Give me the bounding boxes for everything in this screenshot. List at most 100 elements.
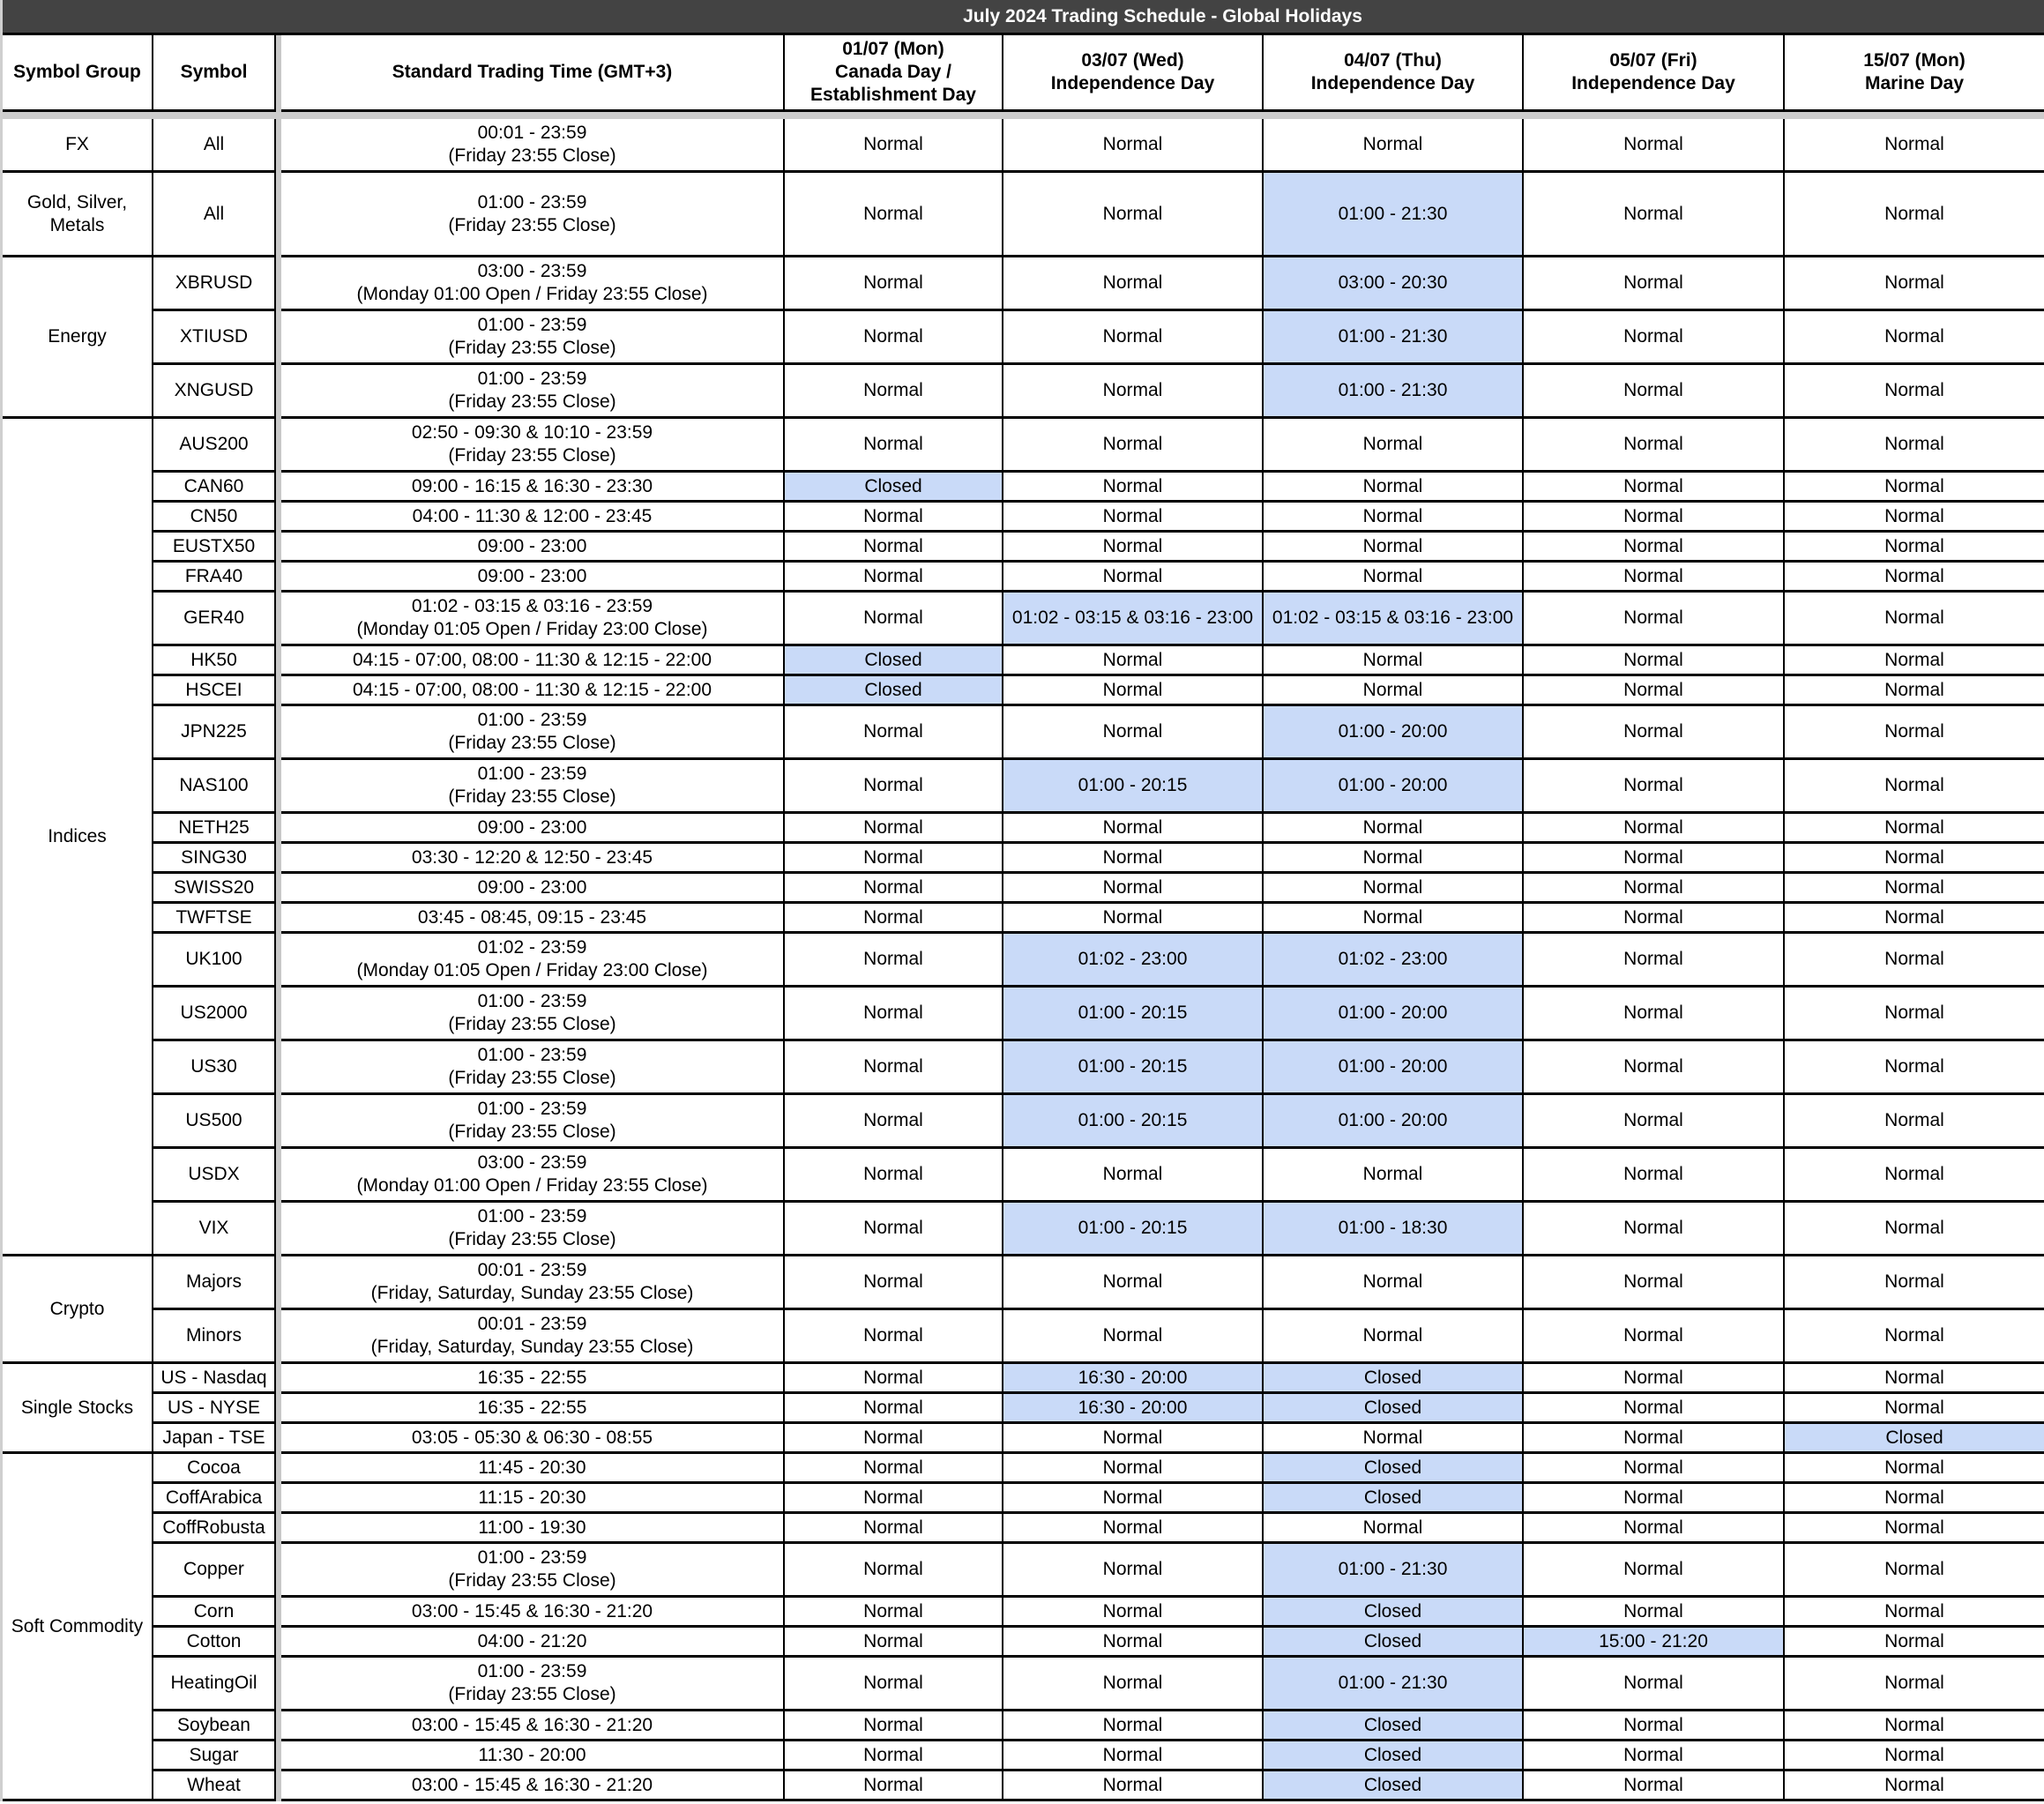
- holiday-schedule-cell: Normal: [1003, 814, 1264, 844]
- holiday-schedule-cell: Normal: [1785, 503, 2044, 533]
- holiday-schedule-cell: Normal: [1785, 760, 2044, 814]
- column-separator: [276, 473, 281, 503]
- holiday-schedule-cell: Closed: [785, 646, 1003, 676]
- table-row: SING30 03:30 - 12:20 & 12:50 - 23:45 Norma…: [3, 844, 2044, 874]
- holiday-schedule-cell: Normal: [1524, 173, 1785, 257]
- symbol-cell: CN50: [153, 503, 276, 533]
- symbol-cell: CoffRobusta: [153, 1514, 276, 1544]
- column-separator: [276, 1424, 281, 1454]
- holiday-schedule-cell: Normal: [1524, 119, 1785, 173]
- standard-time-cell: 01:00 - 23:59 (Friday 23:55 Close): [281, 365, 785, 419]
- column-separator: [276, 1203, 281, 1256]
- holiday-schedule-cell: Normal: [1524, 988, 1785, 1041]
- column-separator: [276, 311, 281, 365]
- holiday-schedule-cell: Normal: [1003, 533, 1264, 563]
- holiday-schedule-cell: Normal: [1524, 503, 1785, 533]
- holiday-schedule-cell: Normal: [1003, 1771, 1264, 1801]
- holiday-schedule-cell: 01:00 - 20:15: [1003, 1041, 1264, 1095]
- table-row: FX All 00:01 - 23:59 (Friday 23:55 Close) N…: [3, 119, 2044, 173]
- standard-time-cell: 01:00 - 23:59 (Friday 23:55 Close): [281, 1041, 785, 1095]
- standard-time-cell: 11:30 - 20:00: [281, 1741, 785, 1771]
- holiday-schedule-cell: Normal: [785, 1741, 1003, 1771]
- standard-time-cell: 09:00 - 23:00: [281, 563, 785, 593]
- holiday-schedule-cell: Closed: [785, 676, 1003, 706]
- symbol-cell: US - Nasdaq: [153, 1364, 276, 1394]
- header-row: Symbol Group Symbol Standard Trading Tim…: [3, 35, 2044, 112]
- holiday-schedule-cell: 01:00 - 20:15: [1003, 1095, 1264, 1149]
- column-separator: [276, 814, 281, 844]
- table-row: CN50 04:00 - 11:30 & 12:00 - 23:45 Normal N…: [3, 503, 2044, 533]
- holiday-schedule-cell: Normal: [1003, 365, 1264, 419]
- column-separator: [276, 1394, 281, 1424]
- holiday-schedule-cell: Normal: [1524, 1041, 1785, 1095]
- holiday-schedule-cell: Normal: [1264, 1256, 1524, 1310]
- symbol-group-cell: FX: [3, 119, 153, 173]
- holiday-schedule-cell: Closed: [1264, 1771, 1524, 1801]
- holiday-schedule-cell: Normal: [1524, 760, 1785, 814]
- holiday-schedule-cell: Normal: [1264, 814, 1524, 844]
- holiday-schedule-cell: Normal: [1524, 311, 1785, 365]
- holiday-schedule-cell: Normal: [785, 988, 1003, 1041]
- table-row: NAS100 01:00 - 23:59 (Friday 23:55 Close)…: [3, 760, 2044, 814]
- holiday-schedule-cell: Normal: [1003, 563, 1264, 593]
- holiday-schedule-cell: Normal: [1524, 1424, 1785, 1454]
- symbol-cell: HK50: [153, 646, 276, 676]
- header-day-0407: 04/07 (Thu) Independence Day: [1264, 35, 1524, 112]
- table-row: VIX 01:00 - 23:59 (Friday 23:55 Close) Nor…: [3, 1203, 2044, 1256]
- symbol-cell: Majors: [153, 1256, 276, 1310]
- holiday-schedule-cell: Normal: [1524, 934, 1785, 988]
- holiday-schedule-cell: Normal: [1264, 563, 1524, 593]
- holiday-schedule-cell: Normal: [1524, 1256, 1785, 1310]
- table-row: Single Stocks US - Nasdaq 16:35 - 22:55 Nor…: [3, 1364, 2044, 1454]
- column-separator: [276, 904, 281, 934]
- holiday-schedule-cell: Normal: [1785, 844, 2044, 874]
- holiday-schedule-cell: Normal: [1785, 1771, 2044, 1801]
- holiday-schedule-cell: 01:00 - 20:00: [1264, 1095, 1524, 1149]
- holiday-schedule-cell: Normal: [1264, 646, 1524, 676]
- holiday-schedule-cell: Normal: [1003, 706, 1264, 760]
- column-separator: [276, 676, 281, 706]
- holiday-schedule-cell: Normal: [1524, 365, 1785, 419]
- holiday-schedule-cell: Normal: [1785, 1454, 2044, 1484]
- holiday-schedule-cell: Normal: [1264, 1149, 1524, 1203]
- holiday-schedule-cell: Normal: [1785, 904, 2044, 934]
- symbol-cell: Minors: [153, 1310, 276, 1364]
- symbol-cell: Cocoa: [153, 1454, 276, 1484]
- holiday-schedule-cell: Normal: [785, 934, 1003, 988]
- column-separator: [276, 365, 281, 419]
- symbol-cell: All: [153, 173, 276, 257]
- holiday-schedule-cell: Normal: [1264, 119, 1524, 173]
- symbol-cell: GER40: [153, 593, 276, 646]
- column-separator: [276, 1364, 281, 1394]
- table-row: Crypto Majors 00:01 - 23:59 (Friday, Satur…: [3, 1256, 2044, 1364]
- table-title: July 2024 Trading Schedule - Global Holi…: [281, 0, 2044, 35]
- holiday-schedule-cell: Normal: [1003, 646, 1264, 676]
- holiday-schedule-cell: Normal: [1524, 1711, 1785, 1741]
- holiday-schedule-cell: Normal: [785, 1364, 1003, 1394]
- standard-time-cell: 01:02 - 03:15 & 03:16 - 23:59 (Monday 01…: [281, 593, 785, 646]
- holiday-schedule-cell: Normal: [1785, 1628, 2044, 1658]
- standard-time-cell: 01:00 - 23:59 (Friday 23:55 Close): [281, 173, 785, 257]
- holiday-schedule-cell: Normal: [1785, 1544, 2044, 1598]
- holiday-schedule-cell: Closed: [785, 473, 1003, 503]
- holiday-schedule-cell: Normal: [1003, 1598, 1264, 1628]
- holiday-schedule-cell: 01:00 - 20:00: [1264, 706, 1524, 760]
- column-separator: [276, 1544, 281, 1598]
- holiday-schedule-cell: 16:30 - 20:00: [1003, 1364, 1264, 1394]
- holiday-schedule-cell: Normal: [1264, 874, 1524, 904]
- table-row: CoffArabica 11:15 - 20:30 Normal Normal Clos…: [3, 1484, 2044, 1514]
- standard-time-cell: 04:15 - 07:00, 08:00 - 11:30 & 12:15 - 2…: [281, 676, 785, 706]
- holiday-schedule-cell: Normal: [1785, 1741, 2044, 1771]
- holiday-schedule-cell: 01:00 - 21:30: [1264, 311, 1524, 365]
- holiday-schedule-cell: Normal: [1264, 676, 1524, 706]
- holiday-schedule-cell: 15:00 - 21:20: [1524, 1628, 1785, 1658]
- column-separator: [276, 1454, 281, 1484]
- symbol-cell: Copper: [153, 1544, 276, 1598]
- holiday-schedule-cell: Normal: [785, 1394, 1003, 1424]
- holiday-schedule-cell: Normal: [1003, 1658, 1264, 1711]
- holiday-schedule-cell: Normal: [785, 1658, 1003, 1711]
- column-separator: [276, 706, 281, 760]
- symbol-group-cell: Energy: [3, 257, 153, 419]
- holiday-schedule-cell: 01:00 - 21:30: [1264, 1658, 1524, 1711]
- holiday-schedule-cell: Normal: [1003, 503, 1264, 533]
